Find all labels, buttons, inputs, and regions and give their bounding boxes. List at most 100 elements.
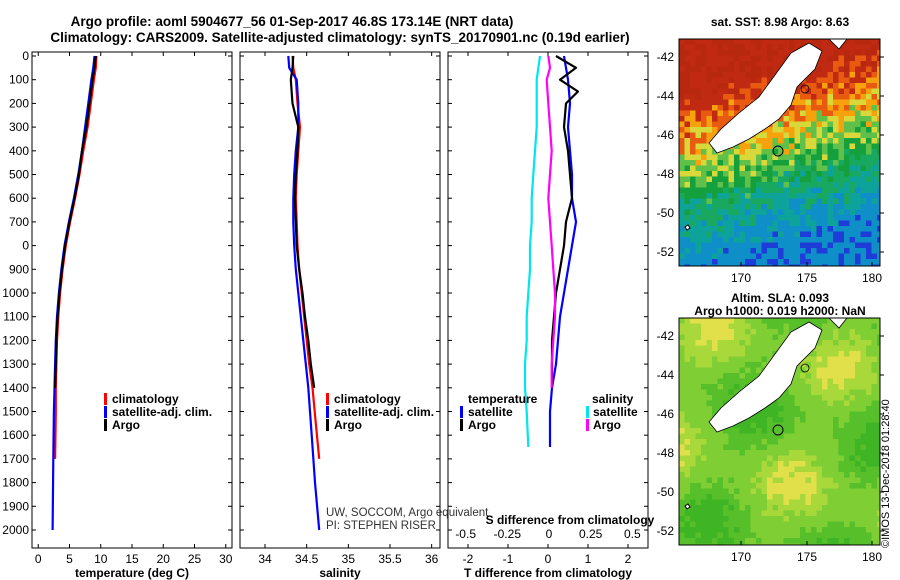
map-cell — [767, 127, 773, 133]
map-cell — [838, 488, 845, 495]
map-cell — [833, 77, 839, 84]
map-cell — [679, 226, 685, 232]
map-cell — [712, 248, 718, 254]
map-cell — [772, 400, 779, 407]
map-cell — [844, 455, 850, 462]
map-cell — [805, 422, 812, 429]
map-cell — [833, 259, 839, 265]
map-cell — [756, 187, 762, 194]
map-cell — [783, 499, 790, 506]
map-cell — [860, 499, 867, 506]
map-cell — [767, 176, 773, 183]
map-cell — [838, 88, 845, 95]
map-cell — [712, 231, 718, 238]
map-cell — [866, 77, 872, 84]
map-cell — [684, 378, 691, 385]
map-cell — [679, 61, 685, 67]
map-cell — [684, 417, 691, 423]
map-cell — [822, 264, 828, 266]
map-cell — [849, 259, 856, 265]
map-cell — [794, 127, 801, 133]
map-cell — [833, 83, 839, 89]
map-cell — [871, 110, 878, 117]
map-cell — [783, 242, 790, 249]
map-cell — [745, 143, 751, 150]
map-cell — [855, 466, 861, 473]
map-cell — [860, 66, 867, 73]
map-cell — [778, 538, 784, 544]
map-cell — [684, 110, 691, 117]
map-cell — [701, 55, 707, 62]
map-cell — [756, 351, 762, 357]
map-cell — [745, 171, 751, 177]
map-cell — [838, 477, 845, 484]
map-cell — [822, 450, 828, 456]
map-cell — [767, 505, 773, 511]
map-cell — [805, 378, 812, 385]
map-cell — [871, 422, 878, 429]
map-cell — [734, 88, 740, 95]
map-cell — [822, 171, 828, 177]
map-cell — [761, 237, 768, 243]
map-cell — [706, 94, 713, 100]
map-cell — [679, 527, 685, 533]
map-cell — [706, 127, 713, 133]
map-cell — [816, 160, 823, 166]
map-cell — [717, 510, 724, 517]
map-cell — [877, 171, 880, 177]
map-cell — [860, 351, 867, 357]
map-cell — [684, 323, 691, 330]
legend-swatch-s-argo — [586, 419, 589, 431]
map-cell — [822, 389, 828, 396]
map-cell — [706, 455, 713, 462]
map-cell — [778, 395, 784, 401]
map-cell — [855, 253, 861, 260]
map-cell — [866, 253, 872, 260]
map-cell — [745, 477, 751, 484]
map-cell — [706, 477, 713, 484]
y-tick-label: 200 — [9, 96, 29, 110]
legend-swatch-satellite — [104, 406, 107, 418]
map-cell — [772, 55, 779, 62]
map-cell — [827, 50, 834, 56]
map-cell — [827, 55, 834, 62]
map-cell — [706, 439, 713, 445]
map-cell — [816, 72, 823, 78]
map-cell — [756, 138, 762, 144]
map-cell — [734, 373, 740, 379]
map-cell — [690, 182, 696, 188]
map-cell — [778, 160, 784, 166]
map-cell — [679, 362, 685, 368]
map-cell — [778, 149, 784, 155]
map-cell — [695, 417, 702, 423]
map-cell — [701, 66, 707, 73]
map-cell — [838, 323, 845, 330]
map-cell — [871, 187, 878, 194]
map-cell — [827, 532, 834, 539]
map-cell — [838, 61, 845, 67]
map-cell — [701, 356, 707, 363]
map-cell — [860, 428, 867, 434]
map-cell — [871, 44, 878, 51]
map-cell — [789, 176, 795, 183]
map-cell — [745, 83, 751, 89]
map-cell — [849, 193, 856, 199]
map-cell — [805, 428, 812, 434]
map-cell — [767, 543, 773, 545]
map-cell — [712, 264, 718, 266]
map-cell — [745, 367, 751, 374]
map-cell — [739, 83, 746, 89]
map-cell — [728, 356, 735, 363]
map-cell — [844, 154, 850, 161]
map-cell — [679, 422, 685, 429]
map-cell — [866, 110, 872, 117]
map-cell — [871, 373, 878, 379]
map-cell — [794, 94, 801, 100]
map-cell — [838, 226, 845, 232]
map-cell — [728, 237, 735, 243]
map-cell — [706, 231, 713, 238]
map-cell — [701, 127, 707, 133]
map-cell — [717, 55, 724, 62]
map-cell — [833, 455, 839, 462]
map-cell — [805, 110, 812, 117]
